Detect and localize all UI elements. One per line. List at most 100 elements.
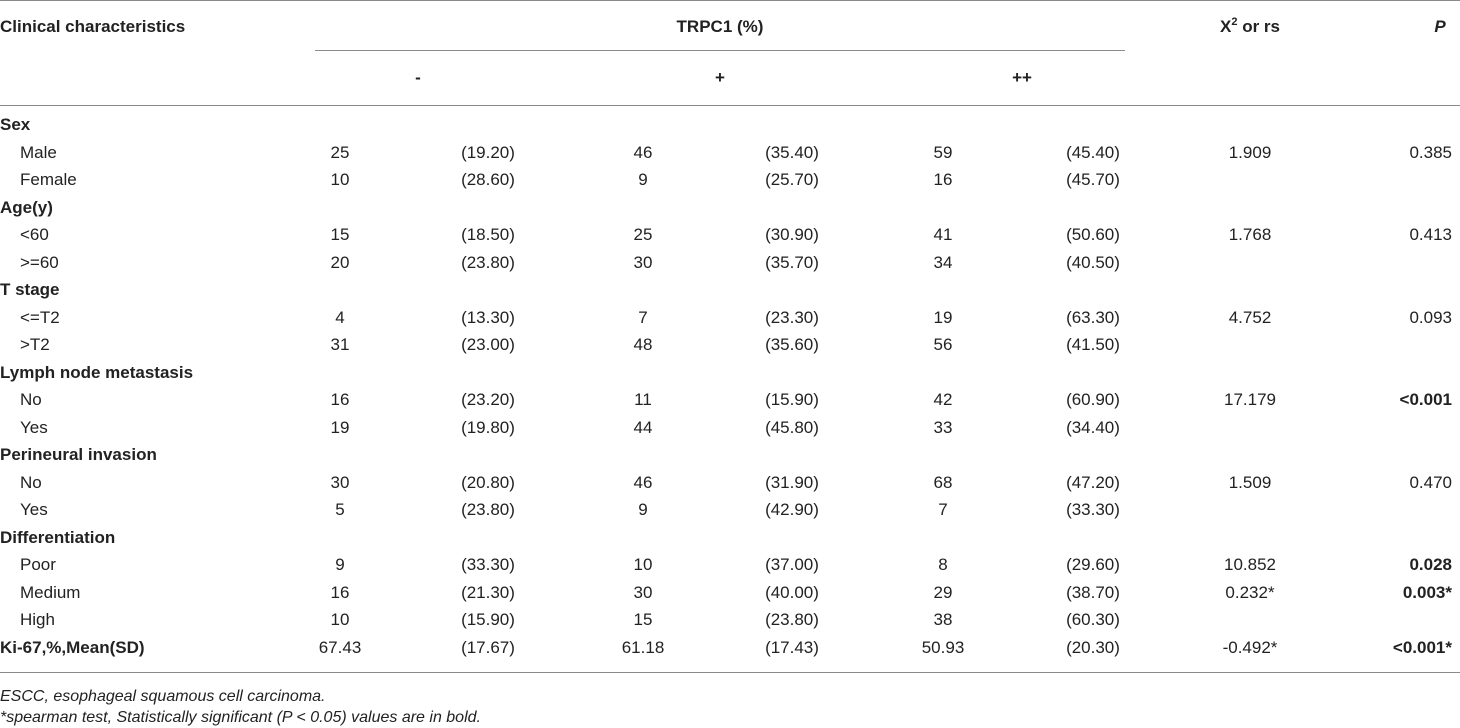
row-label: No xyxy=(20,390,42,409)
cell: (23.80) xyxy=(461,500,515,519)
stat-value: 4.752 xyxy=(1228,307,1272,327)
cell: 30 xyxy=(633,252,653,272)
p-value: 0.093 xyxy=(1409,307,1452,327)
cell: 25 xyxy=(633,225,653,244)
cell: (23.30) xyxy=(765,307,819,327)
cell: (35.40) xyxy=(765,142,819,162)
cell: (60.90) xyxy=(1066,390,1120,409)
section-title: Ki-67,%,Mean(SD) xyxy=(0,637,145,657)
cell: 9 xyxy=(335,555,345,574)
subheader: - xyxy=(415,68,421,87)
cell: (15.90) xyxy=(461,610,515,629)
p-value: 0.028 xyxy=(1409,555,1452,574)
cell: (40.50) xyxy=(1066,252,1120,272)
cell: 20 xyxy=(330,252,350,272)
row-label: Yes xyxy=(20,417,48,437)
bottom-rule xyxy=(0,672,1460,673)
cell: (30.90) xyxy=(765,225,819,244)
cell: 19 xyxy=(330,417,350,437)
cell: 30 xyxy=(633,582,653,602)
cell: (33.30) xyxy=(461,555,515,574)
p-value: <0.001 xyxy=(1399,390,1452,409)
cell: 7 xyxy=(938,500,948,519)
cell: 61.18 xyxy=(621,637,665,657)
cell: (60.30) xyxy=(1066,610,1120,629)
cell: 46 xyxy=(633,142,653,162)
cell: 68 xyxy=(933,472,953,492)
cell: 9 xyxy=(638,500,648,519)
cell: (31.90) xyxy=(765,472,819,492)
section-title: Age(y) xyxy=(0,197,53,217)
header-stat: X2 or rs xyxy=(1220,17,1280,37)
row-label: Female xyxy=(20,170,77,189)
cell: (15.90) xyxy=(765,390,819,409)
row-label: Poor xyxy=(20,555,56,574)
stat-rest: or rs xyxy=(1237,17,1280,36)
cell: 25 xyxy=(330,142,350,162)
stat-value: 1.768 xyxy=(1228,225,1272,244)
top-rule xyxy=(0,0,1460,1)
cell: (17.67) xyxy=(461,637,515,657)
cell: 67.43 xyxy=(318,637,362,657)
cell: 16 xyxy=(330,390,350,409)
cell: (28.60) xyxy=(461,170,515,189)
cell: (33.30) xyxy=(1066,500,1120,519)
row-label: >T2 xyxy=(20,335,50,354)
cell: 31 xyxy=(330,335,350,354)
group-rule xyxy=(315,50,1125,51)
cell: 33 xyxy=(933,417,953,437)
cell: 50.93 xyxy=(921,637,965,657)
cell: 8 xyxy=(938,555,948,574)
cell: 4 xyxy=(335,307,345,327)
p-value: 0.385 xyxy=(1409,142,1452,162)
cell: (17.43) xyxy=(765,637,819,657)
cell: (45.80) xyxy=(765,417,819,437)
stat-value: -0.492* xyxy=(1222,637,1278,657)
cell: 42 xyxy=(933,390,953,409)
row-label: >=60 xyxy=(20,252,59,272)
subheader: + xyxy=(715,68,725,87)
section-title: Perineural invasion xyxy=(0,445,157,464)
cell: (34.40) xyxy=(1066,417,1120,437)
row-label: Male xyxy=(20,142,57,162)
cell: 59 xyxy=(933,142,953,162)
p-value: <0.001* xyxy=(1392,637,1452,657)
cell: 15 xyxy=(330,225,350,244)
cell: (20.30) xyxy=(1066,637,1120,657)
cell: (41.50) xyxy=(1066,335,1120,354)
cell: 10 xyxy=(330,170,350,189)
cell: 44 xyxy=(633,417,653,437)
cell: (29.60) xyxy=(1066,555,1120,574)
footnote: ESCC, esophageal squamous cell carcinoma… xyxy=(0,688,326,705)
cell: (45.40) xyxy=(1066,142,1120,162)
cell: 19 xyxy=(933,307,953,327)
cell: (38.70) xyxy=(1066,582,1120,602)
section-title: Lymph node metastasis xyxy=(0,362,194,382)
row-label: Medium xyxy=(20,582,81,602)
row-label: High xyxy=(20,610,55,629)
row-label: <60 xyxy=(20,225,49,244)
cell: 5 xyxy=(335,500,345,519)
row-label: Yes xyxy=(20,500,48,519)
cell: 9 xyxy=(638,170,648,189)
subheader: ++ xyxy=(1012,68,1032,87)
cell: (20.80) xyxy=(461,472,515,492)
cell: 15 xyxy=(633,610,653,629)
cell: (19.80) xyxy=(461,417,515,437)
cell: 30 xyxy=(330,472,350,492)
section-title: T stage xyxy=(0,280,60,299)
stat-sup: 2 xyxy=(1231,16,1238,28)
cell: (47.20) xyxy=(1066,472,1120,492)
cell: 16 xyxy=(330,582,350,602)
cell: 29 xyxy=(933,582,953,602)
cell: (45.70) xyxy=(1066,170,1120,189)
cell: (23.80) xyxy=(765,610,819,629)
cell: (19.20) xyxy=(461,142,515,162)
header-group: TRPC1 (%) xyxy=(676,17,764,36)
cell: (63.30) xyxy=(1066,307,1120,327)
cell: 16 xyxy=(933,170,953,189)
cell: 46 xyxy=(633,472,653,492)
cell: (37.00) xyxy=(765,555,819,574)
section-title: Differentiation xyxy=(0,527,116,547)
cell: 7 xyxy=(638,307,648,327)
